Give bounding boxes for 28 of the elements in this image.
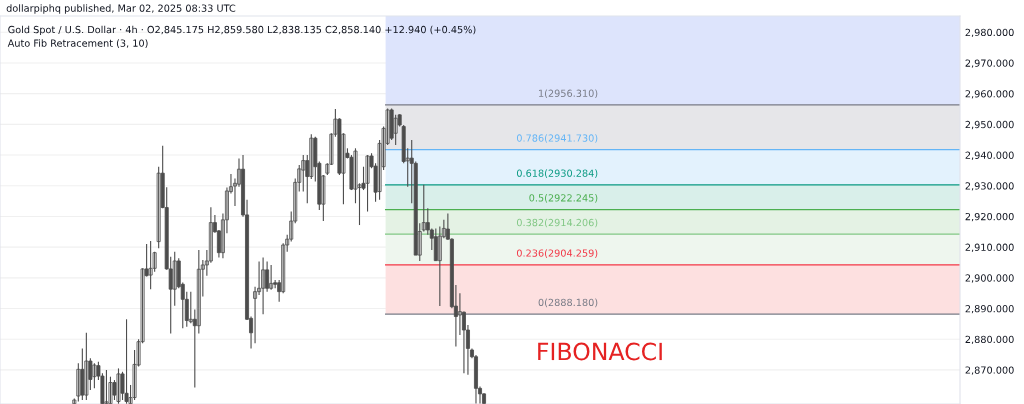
candlestick (84, 332, 89, 401)
candlestick (365, 154, 370, 213)
y-tick-label: 2,910.000 (965, 243, 1014, 252)
text: Gold Spot / U.S. Dollar · 4h · O2,845.175 H2,859.580 L2,838.135 C2,858.140 +12.940 (+0.45%) (8, 25, 476, 36)
candlestick (104, 369, 109, 404)
ref-line-label: 0.618(2930.284) (516, 169, 598, 178)
y-tick-label: 2,960.000 (965, 90, 1014, 99)
candlestick (148, 240, 153, 290)
candlestick (389, 107, 394, 141)
ref-line-label: 0.236(2904.259) (516, 249, 598, 258)
y-tick-label: 2,950.000 (965, 120, 1014, 130)
y-tick-label: 2,940.000 (965, 151, 1014, 160)
ref-line-label: 1(2956.310) (539, 89, 598, 99)
text: Auto Fib Retracement (3, 10) (7, 39, 148, 48)
y-tick-label: 2,900.000 (965, 274, 1014, 283)
y-tick-label: 2,930.000 (965, 182, 1014, 191)
ref-line-label: 0(2888.180) (538, 298, 598, 308)
annotation: FIBONACCI (538, 342, 662, 361)
ref-line-label: 0.786(2941.730) (516, 134, 598, 143)
y-tick-label: 2,970.000 (965, 59, 1014, 68)
y-tick-label: 2,880.000 (965, 335, 1014, 345)
y-tick-label: 2,920.000 (965, 212, 1014, 222)
ref-line-label: 0.5(2922.245) (529, 194, 598, 203)
ref-line-label: 0.382(2914.206) (516, 218, 598, 228)
y-tick-label: 2,870.000 (965, 366, 1014, 375)
y-tick-label: 2,890.000 (965, 305, 1014, 314)
y-tick-label: 2,980.000 (965, 28, 1014, 38)
text: dollarpiphq published, Mar 02, 2025 08:33 UTC (6, 4, 236, 14)
